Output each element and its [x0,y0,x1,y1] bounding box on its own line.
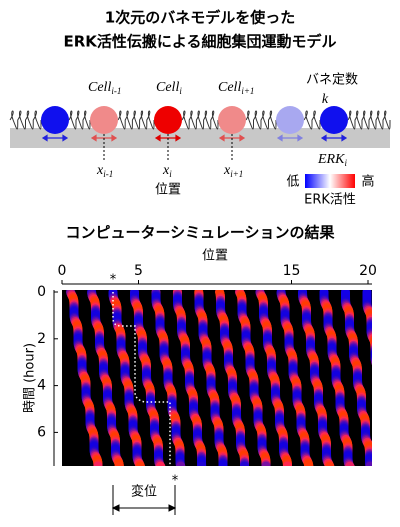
title-line: ERK活性伝搬による細胞集団運動モデル [64,33,337,51]
displacement-bracket [111,485,177,515]
movement-arrow [320,134,348,142]
position-symbol: xi [162,163,172,179]
track-segment [380,389,381,390]
track-segment [156,461,166,466]
track-segment [389,446,390,447]
y-tick-label: 4 [37,378,46,394]
spring [9,110,391,130]
track-segment [371,359,372,366]
cell-label: Celli-1 [88,80,121,96]
position-label: 位置 [155,183,181,198]
position-guides [103,134,233,162]
displacement-label: 変位 [131,484,157,500]
x-tick-label: 0 [58,263,67,279]
tracked-cell [112,292,171,466]
colorbar-label: ERK活性 [304,193,356,208]
cell [276,106,304,134]
track-segment [384,417,385,418]
track-segment [385,420,386,421]
y-axis-label: 時間 (hour) [23,343,38,413]
x-axis-label: 位置 [202,249,228,264]
axes: 0 5 15 20 0 2 4 6 [37,263,377,466]
spring-symbol: k [322,92,329,107]
track-segment [381,392,382,393]
y-tick-label: 6 [37,424,46,440]
track-segment [369,335,372,345]
cell [154,106,182,134]
marker: * [110,273,117,288]
track-segment [176,461,186,466]
track-segment [388,444,389,445]
colorbar-title: ERKi [317,152,347,168]
springs [9,110,391,130]
cell [90,106,118,134]
spring-label: バネ定数 [306,73,358,88]
position-symbol: xi-1 [96,163,113,179]
x-tick-label: 20 [359,263,377,279]
tracks [66,290,390,466]
bracket-arrows [111,504,177,512]
marker: * [172,474,179,489]
y-tick-label: 0 [37,284,46,300]
track-segment [389,445,390,446]
cell-label: Celli [156,80,182,96]
track-segment [378,366,379,367]
track-segment [371,362,372,365]
track-segment [345,461,355,466]
colorbar-high: 高 [361,174,374,190]
track-segment [380,390,381,391]
cell [41,106,69,134]
cell-label: Celli+1 [218,80,254,96]
cell [218,106,246,134]
track-segment [385,418,386,419]
x-tick-label: 15 [283,263,301,279]
movement-arrow [276,134,304,142]
track-segment [382,393,383,394]
colorbar [305,174,355,188]
y-tick-label: 2 [37,331,46,347]
track-segment [377,365,378,366]
cell [320,106,348,134]
colorbar-low: 低 [286,175,299,190]
movement-arrow [41,134,69,142]
title-line: 1次元のバネモデルを使った [105,9,295,27]
x-tick-label: 5 [134,263,143,279]
cells [41,106,348,134]
position-symbol: xi+1 [223,163,243,179]
track-segment [367,332,372,343]
simulation-title: コンピューターシミュレーションの結果 [65,224,335,242]
track-segment [368,333,372,344]
